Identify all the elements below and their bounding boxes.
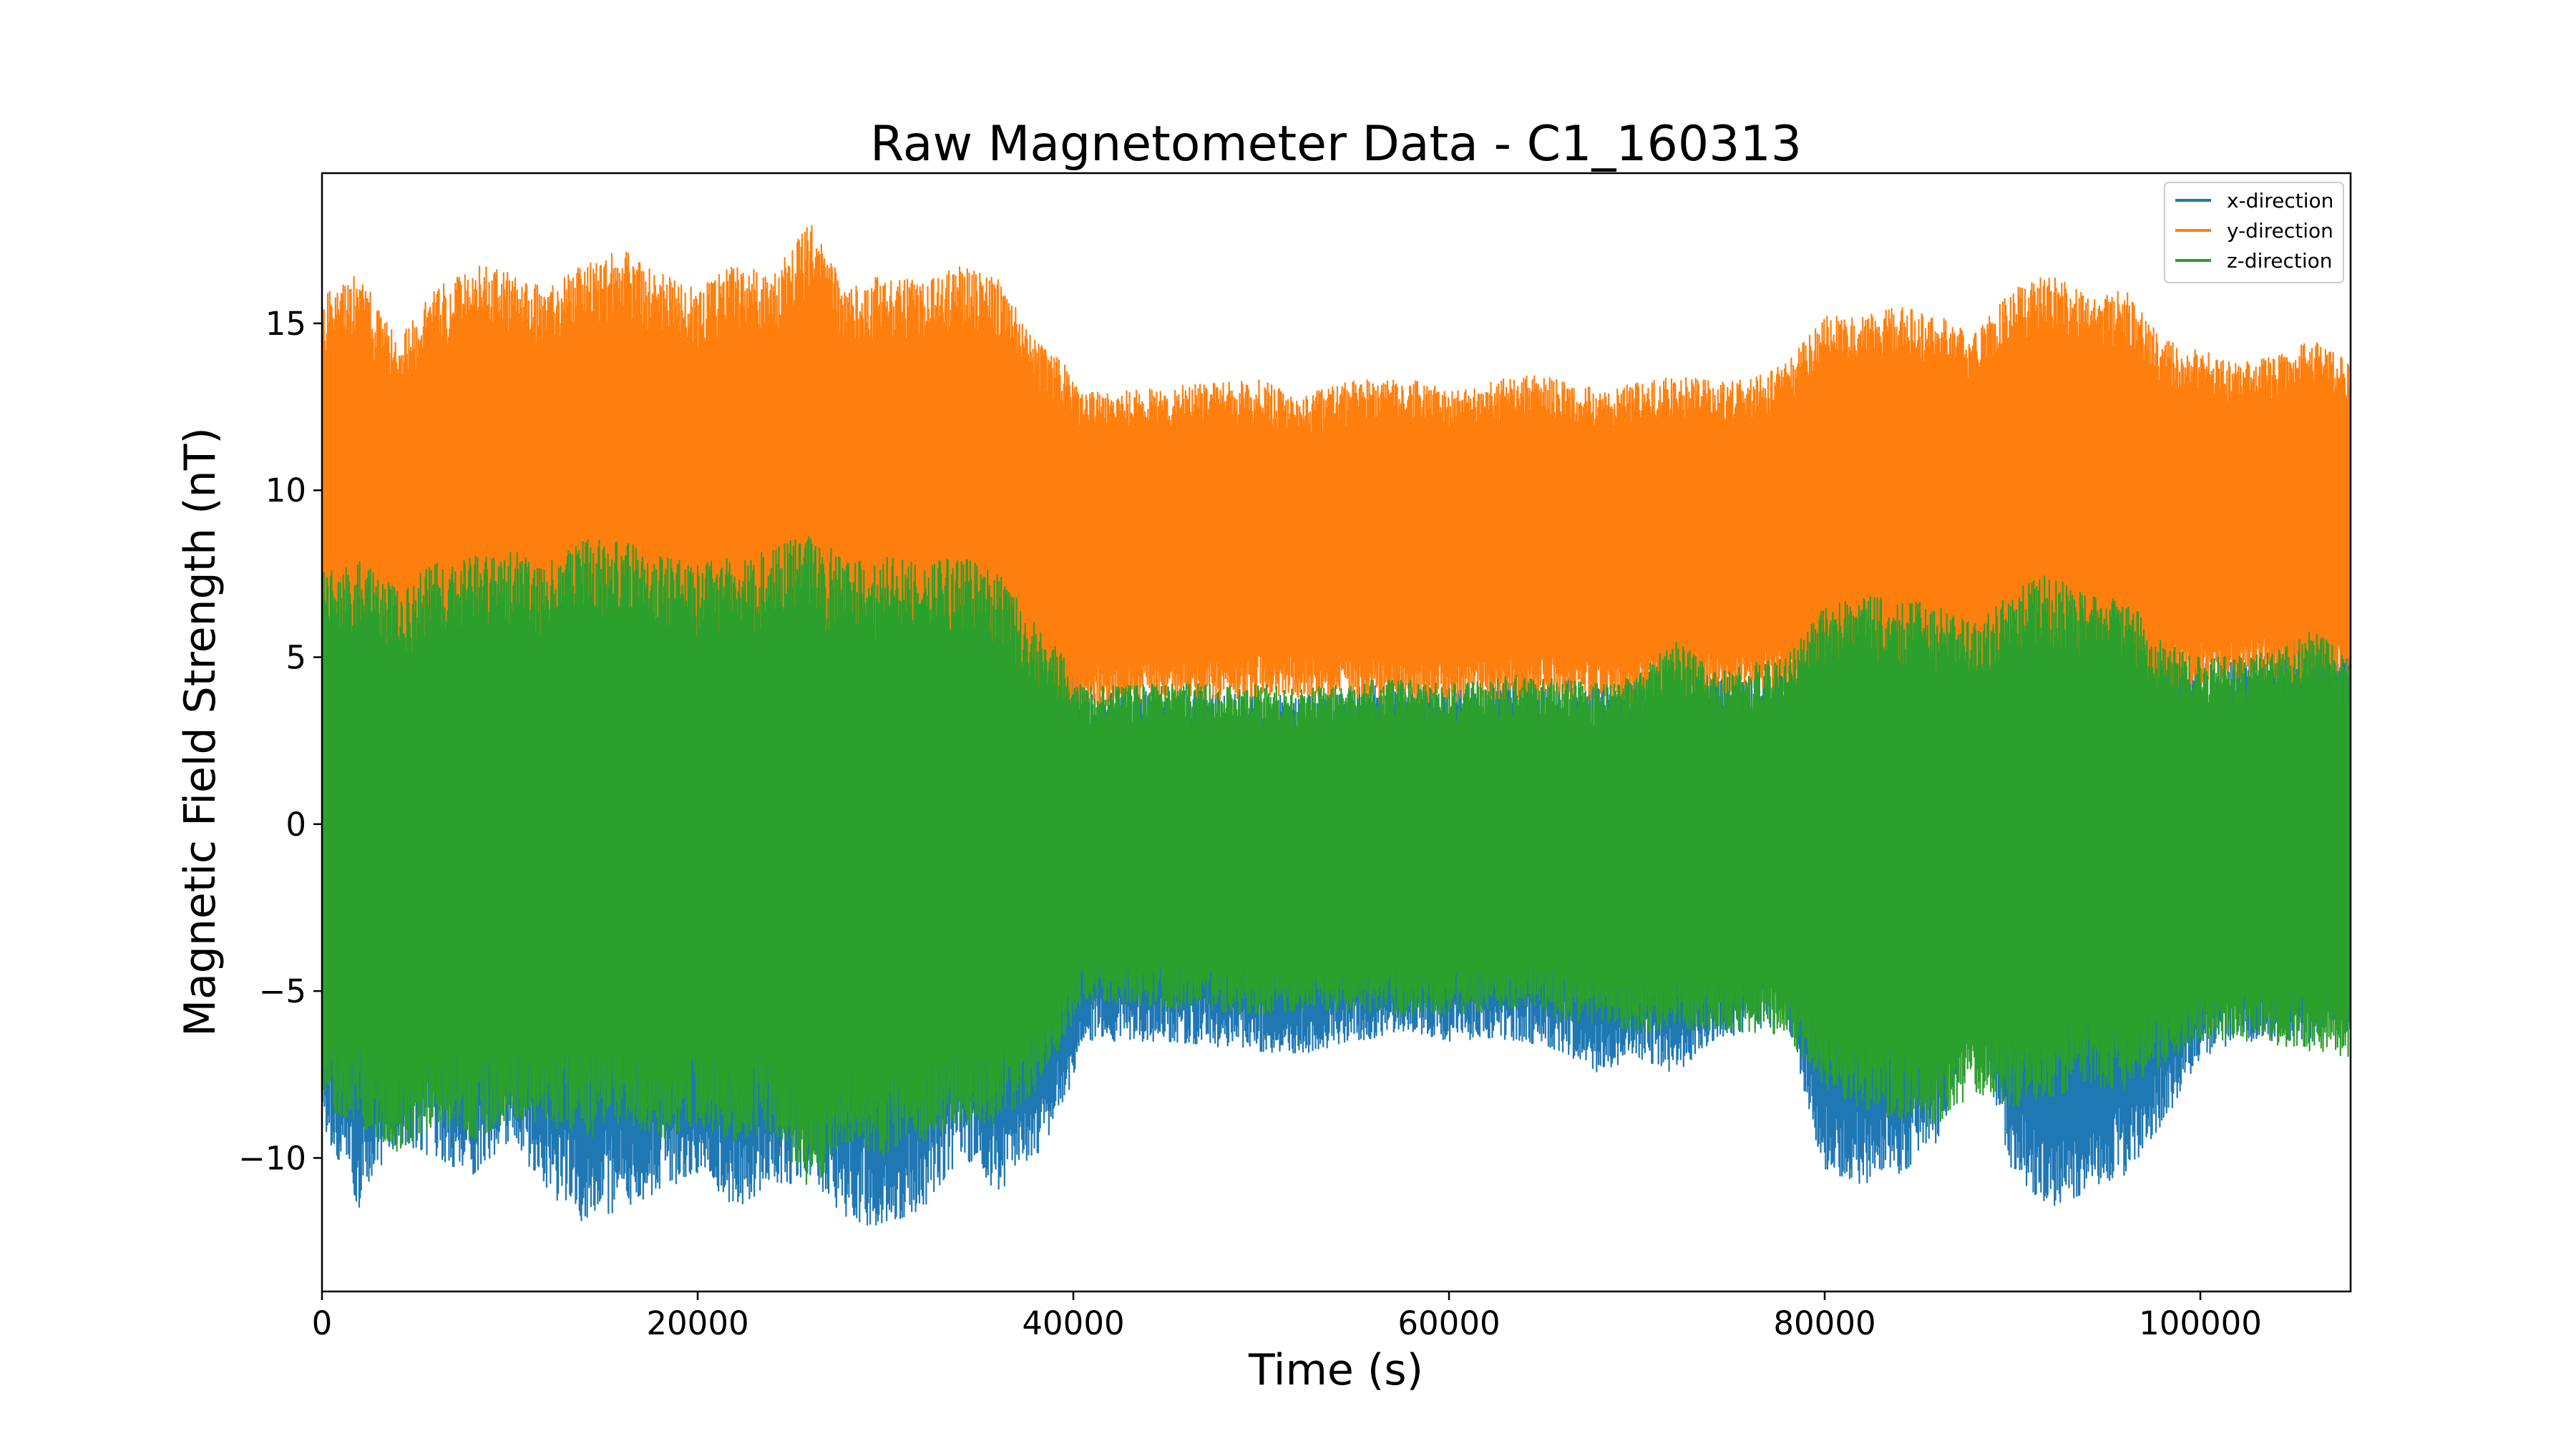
x-axis-label: Time (s) [1248, 1345, 1423, 1395]
series-line-y-direction [322, 225, 2351, 775]
legend-label-y-direction: y-direction [2227, 219, 2333, 243]
chart-title: Raw Magnetometer Data - C1_160313 [870, 116, 1802, 172]
y-axis-ticks: −10 −5 0 5 10 15 [238, 305, 322, 1177]
x-tick-label: 100000 [2139, 1304, 2262, 1342]
x-tick-label: 0 [312, 1304, 333, 1342]
x-tick-label: 20000 [646, 1304, 748, 1342]
y-axis-label: Magnetic Field Strength (nT) [175, 427, 225, 1036]
y-tick-label: 15 [265, 305, 306, 343]
y-tick-label: −5 [259, 972, 306, 1010]
y-tick-label: 5 [286, 639, 306, 677]
legend-label-x-direction: x-direction [2227, 189, 2333, 213]
x-tick-label: 80000 [1773, 1304, 1875, 1342]
plot-frame [321, 172, 2352, 1293]
legend-box [2164, 182, 2344, 283]
y-tick-label: 10 [265, 472, 306, 509]
x-axis-ticks: 0 20000 40000 60000 80000 100000 [312, 1291, 2262, 1342]
legend-label-z-direction: z-direction [2227, 249, 2333, 273]
legend: x-direction y-direction z-direction [2164, 182, 2344, 283]
y-tick-label: −10 [238, 1139, 306, 1177]
series-line-z-direction [322, 536, 2351, 1186]
x-tick-label: 40000 [1022, 1304, 1124, 1342]
series-layer [322, 225, 2351, 1226]
x-tick-label: 60000 [1397, 1304, 1500, 1342]
y-tick-label: 0 [286, 806, 306, 844]
